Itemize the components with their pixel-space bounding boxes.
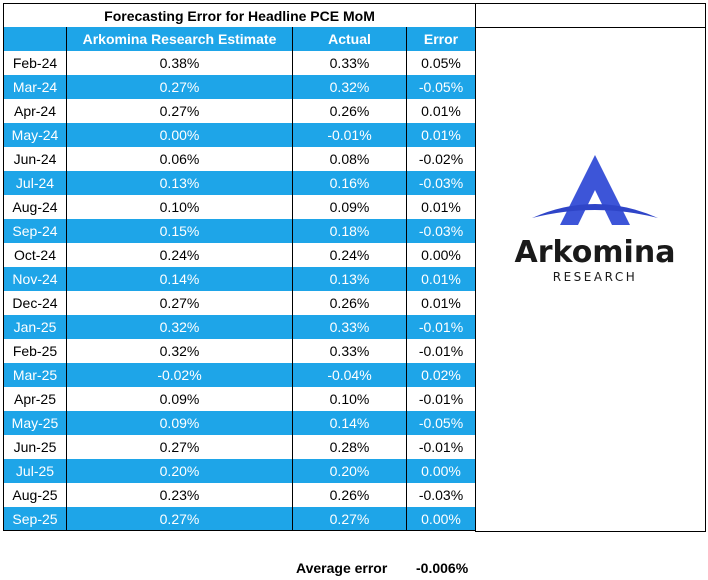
value-cell: 0.13% [292,267,407,291]
value-cell: 0.15% [66,219,293,243]
value-cell: 0.08% [292,147,407,171]
value-cell: 0.20% [292,459,407,483]
value-cell: -0.04% [292,363,407,387]
date-cell: Apr-24 [3,99,67,123]
date-cell: Sep-24 [3,219,67,243]
value-cell: 0.01% [406,195,476,219]
value-cell: 0.38% [66,51,293,75]
value-cell: -0.05% [406,75,476,99]
date-cell: Nov-24 [3,267,67,291]
value-cell: 0.14% [66,267,293,291]
column-header: Error [406,27,476,51]
value-cell: -0.02% [406,147,476,171]
date-cell: May-25 [3,411,67,435]
date-cell: Jun-24 [3,147,67,171]
value-cell: 0.01% [406,99,476,123]
value-cell: 0.06% [66,147,293,171]
value-cell: 0.26% [292,291,407,315]
column-header: Actual [292,27,407,51]
value-cell: -0.01% [406,339,476,363]
date-cell: Dec-24 [3,291,67,315]
value-cell: 0.27% [292,507,407,531]
value-cell: 0.00% [406,507,476,531]
value-cell: 0.32% [66,315,293,339]
value-cell: 0.32% [292,75,407,99]
value-cell: 0.20% [66,459,293,483]
value-cell: -0.01% [406,435,476,459]
date-cell: Mar-25 [3,363,67,387]
value-cell: -0.05% [406,411,476,435]
value-cell: 0.10% [292,387,407,411]
average-value: -0.006% [416,560,469,576]
logo-header-cell [475,3,706,28]
value-cell: -0.02% [66,363,293,387]
value-cell: 0.28% [292,435,407,459]
value-cell: 0.27% [66,75,293,99]
value-cell: 0.26% [292,99,407,123]
date-cell: Jul-24 [3,171,67,195]
value-cell: 0.00% [66,123,293,147]
value-cell: -0.01% [406,315,476,339]
value-cell: 0.26% [292,483,407,507]
value-cell: 0.00% [406,459,476,483]
value-cell: 0.09% [292,195,407,219]
table-title: Forecasting Error for Headline PCE MoM [3,3,476,28]
date-cell: Mar-24 [3,75,67,99]
column-header: Arkomina Research Estimate [66,27,293,51]
value-cell: 0.18% [292,219,407,243]
value-cell: 0.01% [406,123,476,147]
date-cell: Sep-25 [3,507,67,531]
date-cell: Jun-25 [3,435,67,459]
value-cell: 0.05% [406,51,476,75]
value-cell: 0.33% [292,339,407,363]
column-header [3,27,67,51]
value-cell: 0.01% [406,291,476,315]
value-cell: 0.14% [292,411,407,435]
date-cell: Feb-25 [3,339,67,363]
logo: Arkomina RESEARCH [515,155,676,284]
value-cell: 0.00% [406,243,476,267]
value-cell: 0.33% [292,315,407,339]
date-cell: Feb-24 [3,51,67,75]
value-cell: 0.27% [66,507,293,531]
value-cell: -0.03% [406,171,476,195]
value-cell: -0.03% [406,483,476,507]
value-cell: 0.16% [292,171,407,195]
value-cell: 0.13% [66,171,293,195]
value-cell: 0.09% [66,387,293,411]
value-cell: 0.27% [66,435,293,459]
date-cell: Apr-25 [3,387,67,411]
value-cell: 0.27% [66,291,293,315]
date-cell: Jan-25 [3,315,67,339]
date-cell: Aug-24 [3,195,67,219]
value-cell: -0.01% [406,387,476,411]
value-cell: -0.03% [406,219,476,243]
value-cell: 0.24% [292,243,407,267]
date-cell: Jul-25 [3,459,67,483]
value-cell: 0.23% [66,483,293,507]
date-cell: Oct-24 [3,243,67,267]
value-cell: 0.32% [66,339,293,363]
value-cell: 0.10% [66,195,293,219]
average-label: Average error [296,560,388,576]
value-cell: 0.02% [406,363,476,387]
value-cell: 0.01% [406,267,476,291]
logo-tagline: RESEARCH [553,270,637,284]
value-cell: 0.33% [292,51,407,75]
value-cell: 0.09% [66,411,293,435]
logo-name: Arkomina [515,235,676,270]
date-cell: May-24 [3,123,67,147]
value-cell: 0.27% [66,99,293,123]
value-cell: 0.24% [66,243,293,267]
date-cell: Aug-25 [3,483,67,507]
value-cell: -0.01% [292,123,407,147]
